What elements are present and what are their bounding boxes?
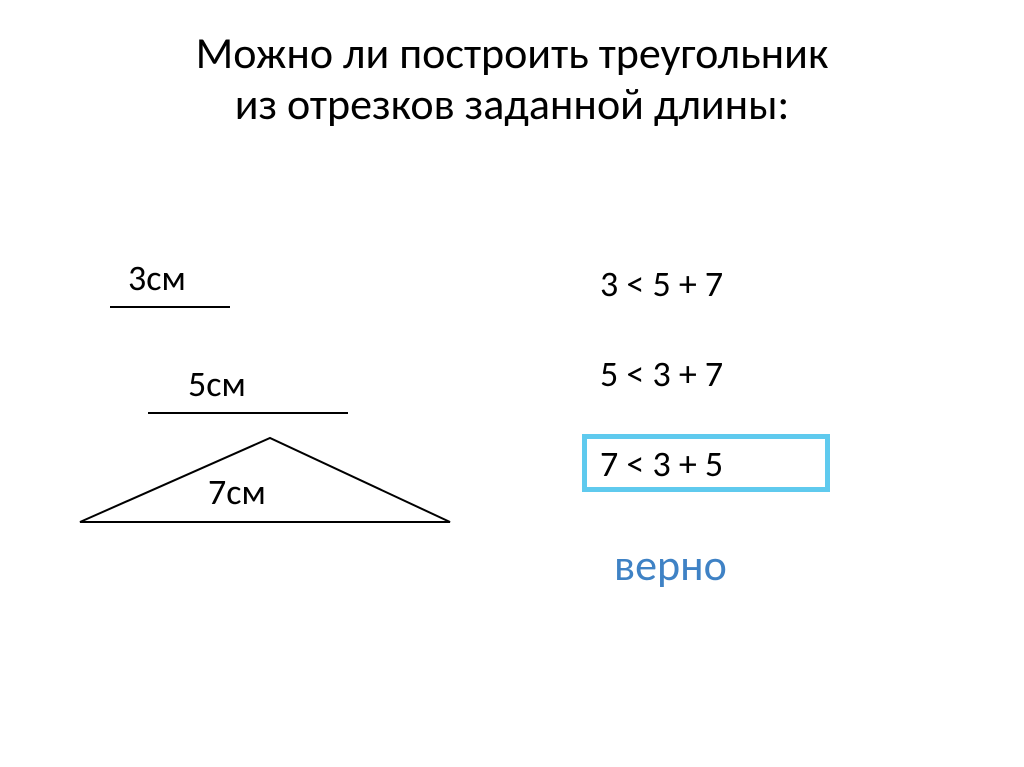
triangle-diagram [70, 430, 460, 530]
segment-1-label: 3см [128, 256, 186, 300]
slide: Можно ли построить треугольник из отрезк… [0, 0, 1024, 767]
triangle-shape [80, 438, 450, 522]
answer-text: верно [614, 538, 727, 592]
segment-1-line [110, 306, 230, 308]
inequality-1: 3 < 5 + 7 [600, 262, 723, 306]
title-line-1: Можно ли построить треугольник [196, 26, 829, 80]
title-line-2: из отрезков заданной длины: [235, 77, 790, 131]
slide-title: Можно ли построить треугольник из отрезк… [0, 28, 1024, 129]
segment-2-line [148, 412, 348, 414]
segment-2-label: 5см [188, 362, 246, 406]
highlight-box [582, 434, 830, 492]
inequality-2: 5 < 3 + 7 [600, 352, 723, 396]
